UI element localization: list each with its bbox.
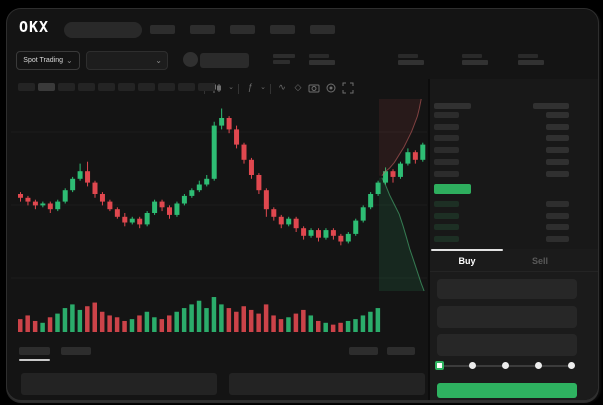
buy-submit-button[interactable] (437, 383, 577, 398)
ticker-value-skeleton (398, 60, 424, 65)
trendline-tool-icon[interactable]: ∿ (278, 82, 286, 92)
ask-amount-skeleton[interactable] (546, 124, 569, 130)
chart-option-tab[interactable] (387, 347, 415, 355)
chart-range-tab-underline (19, 359, 50, 361)
active-tab-indicator (431, 249, 503, 251)
nav-item-skeleton[interactable] (230, 25, 255, 34)
ticker-label-skeleton (518, 54, 538, 58)
chevron-down-icon: ⌄ (155, 56, 162, 65)
last-price-indicator[interactable] (434, 184, 471, 194)
ask-price-skeleton[interactable] (434, 159, 459, 165)
eraser-tool-icon[interactable]: ◇ (294, 82, 302, 92)
camera-snapshot-icon[interactable] (307, 81, 321, 94)
chevron-down-icon[interactable]: ⌄ (228, 84, 234, 91)
orderbook-header-amount-skeleton (533, 103, 569, 109)
last-price-skeleton (273, 54, 295, 58)
bid-price-skeleton[interactable] (434, 213, 459, 219)
order-input-field[interactable] (437, 334, 577, 356)
bid-amount-skeleton[interactable] (546, 224, 569, 230)
tab-row-border (430, 271, 598, 272)
chevron-down-icon: ⌄ (66, 55, 73, 65)
toolbar-divider (270, 84, 271, 94)
slider-stop[interactable] (534, 362, 542, 369)
bid-amount-skeleton[interactable] (546, 201, 569, 207)
ticker-value-skeleton (518, 60, 544, 65)
timeframe-pill[interactable] (178, 83, 195, 91)
candles-layer (18, 108, 426, 246)
okx-logo: OKX (19, 18, 50, 36)
ticker-value-skeleton (462, 60, 488, 65)
orders-panel-skeleton (21, 373, 217, 395)
volume-layer (18, 297, 381, 332)
bid-price-skeleton[interactable] (434, 236, 459, 242)
trading-pair-selector[interactable]: ⌄ (86, 51, 168, 70)
toolbar-divider (238, 84, 239, 94)
okx-app-window: OKX Spot Trading ⌄ ⌄ ⌄ ƒ ⌄ ∿ ◇ (6, 8, 599, 401)
ask-price-skeleton[interactable] (434, 147, 459, 153)
search-input[interactable] (64, 22, 142, 38)
timeframe-pill[interactable] (138, 83, 155, 91)
ticker-value-skeleton (309, 60, 335, 65)
ask-price-skeleton[interactable] (434, 171, 459, 177)
ask-amount-skeleton[interactable] (546, 147, 569, 153)
ask-amount-skeleton[interactable] (546, 112, 569, 118)
order-input-field[interactable] (437, 279, 577, 299)
ask-amount-skeleton[interactable] (546, 135, 569, 141)
ask-price-skeleton[interactable] (434, 135, 459, 141)
ask-amount-skeleton[interactable] (546, 171, 569, 177)
chart-settings-icon[interactable] (324, 81, 338, 94)
slider-handle[interactable] (434, 361, 444, 370)
nav-item-skeleton[interactable] (150, 25, 175, 34)
price-chart-canvas[interactable] (11, 95, 429, 347)
chart-range-tab-active[interactable] (19, 347, 50, 355)
depth-overlay (379, 98, 425, 292)
slider-stop[interactable] (468, 362, 476, 369)
ask-price-skeleton[interactable] (434, 112, 459, 118)
panel-divider (428, 79, 430, 400)
timeframe-pill[interactable] (58, 83, 75, 91)
price-change-skeleton (273, 60, 290, 64)
ticker-label-skeleton (462, 54, 482, 58)
timeframe-pill[interactable] (158, 83, 175, 91)
timeframe-pill[interactable] (118, 83, 135, 91)
chevron-down-icon[interactable]: ⌄ (260, 84, 266, 91)
market-type-label: Spot Trading (23, 57, 63, 64)
timeframe-pill[interactable] (78, 83, 95, 91)
timeframe-pill[interactable] (198, 83, 215, 91)
ticker-label-skeleton (398, 54, 418, 58)
indicators-icon[interactable]: ƒ (247, 82, 253, 92)
market-type-selector[interactable]: Spot Trading ⌄ (16, 51, 80, 70)
chart-range-tab[interactable] (61, 347, 91, 355)
ask-amount-skeleton[interactable] (546, 159, 569, 165)
ask-depth-area (379, 99, 422, 176)
nav-item-skeleton[interactable] (190, 25, 215, 34)
orderbook-header-price-skeleton (434, 103, 471, 109)
tab-sell[interactable]: Sell (531, 256, 548, 266)
ticker-label-skeleton (309, 54, 329, 58)
ask-price-skeleton[interactable] (434, 124, 459, 130)
history-panel-skeleton (229, 373, 425, 395)
timeframe-pill[interactable] (18, 83, 35, 91)
bid-amount-skeleton[interactable] (546, 213, 569, 219)
chart-option-tab[interactable] (349, 347, 378, 355)
bid-price-skeleton[interactable] (434, 224, 459, 230)
slider-stop[interactable] (567, 362, 575, 369)
fullscreen-icon[interactable] (341, 81, 355, 94)
timeframe-pill[interactable] (38, 83, 55, 91)
order-input-field[interactable] (437, 306, 577, 328)
slider-stop[interactable] (501, 362, 509, 369)
gridlines (11, 131, 427, 279)
pair-action-button[interactable] (200, 53, 249, 68)
tab-buy[interactable]: Buy (458, 256, 476, 266)
bid-amount-skeleton[interactable] (546, 236, 569, 242)
timeframe-pill[interactable] (98, 83, 115, 91)
bid-price-skeleton[interactable] (434, 201, 459, 207)
nav-item-skeleton[interactable] (310, 25, 335, 34)
pair-avatar (183, 52, 198, 67)
bid-depth-area (379, 177, 425, 291)
nav-item-skeleton[interactable] (270, 25, 295, 34)
